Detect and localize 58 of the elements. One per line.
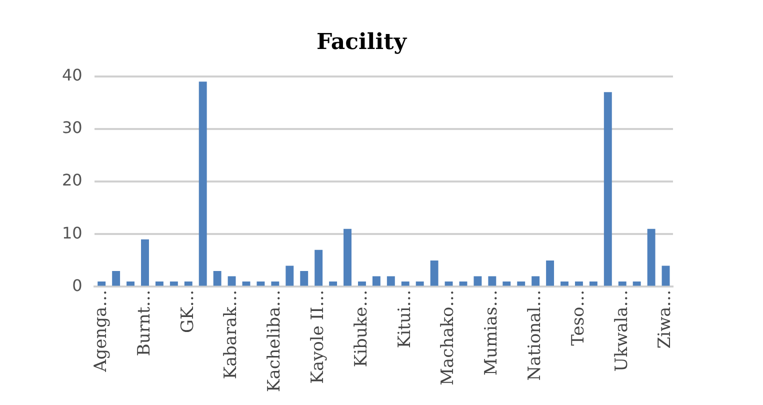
bar <box>488 276 496 286</box>
y-tick-label: 0 <box>72 276 82 295</box>
bar <box>474 276 482 286</box>
x-tick-label: Ziwa… <box>655 290 676 349</box>
bar <box>647 228 656 286</box>
x-tick-label: National… <box>524 290 545 381</box>
x-tick-label: Kacheliba… <box>264 290 285 392</box>
bar <box>184 281 192 286</box>
x-tick-label: GK… <box>178 290 198 334</box>
bar <box>112 270 120 286</box>
x-tick-label: Teso… <box>568 290 588 346</box>
bar <box>228 276 236 286</box>
y-tick-label: 40 <box>62 66 82 85</box>
x-tick-label: Kitui… <box>394 290 415 348</box>
bar <box>286 266 294 286</box>
bar <box>126 281 135 286</box>
y-tick-label: 20 <box>62 170 82 190</box>
x-tick-label: Kayole II… <box>308 290 328 384</box>
x-tick-label: Machako… <box>438 290 458 386</box>
bar <box>546 260 554 286</box>
bar <box>430 260 438 286</box>
bar <box>98 281 106 286</box>
bar <box>329 281 338 286</box>
bar <box>256 281 265 286</box>
bar <box>532 276 540 286</box>
bar <box>662 266 670 286</box>
x-tick-label: Kibuke… <box>351 290 372 368</box>
bar <box>618 281 626 286</box>
y-tick-label: 30 <box>62 118 82 138</box>
bar <box>517 281 526 286</box>
bar <box>170 281 178 286</box>
bar <box>401 281 410 286</box>
bar <box>386 276 395 286</box>
bar <box>604 92 612 286</box>
y-tick-label: 10 <box>62 223 82 242</box>
bar <box>502 281 511 286</box>
bar <box>213 270 222 286</box>
bar <box>344 228 352 286</box>
x-tick-label: Ukwala… <box>612 290 632 372</box>
bar <box>444 281 453 286</box>
chart-title: Facility <box>316 28 408 55</box>
x-tick-label: Burnt… <box>134 290 154 356</box>
bar <box>314 250 323 286</box>
bar <box>574 281 583 286</box>
bar <box>632 281 641 286</box>
bar <box>416 281 424 286</box>
bar <box>372 276 380 286</box>
bar <box>155 281 164 286</box>
x-tick-label: Mumias… <box>482 290 502 376</box>
bar <box>271 281 280 286</box>
bar <box>198 82 207 286</box>
bar <box>358 281 366 286</box>
bar <box>300 270 308 286</box>
x-tick-label: Agenga… <box>91 290 112 373</box>
bar <box>589 281 598 286</box>
bar <box>560 281 568 286</box>
bar <box>141 239 149 286</box>
x-tick-label: Kabarak… <box>221 290 242 380</box>
